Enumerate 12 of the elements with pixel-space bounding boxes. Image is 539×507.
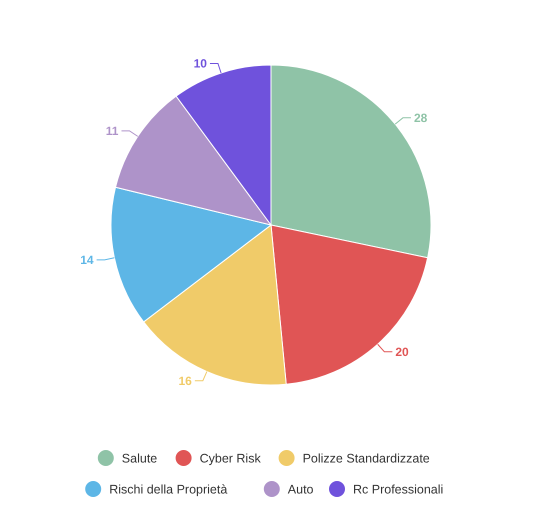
data-label: 11 (106, 124, 119, 138)
data-label: 20 (395, 344, 410, 359)
legend-label: Cyber Risk (200, 451, 262, 466)
legend-label: Polizze Standardizzate (302, 451, 430, 466)
data-label: 16 (178, 374, 192, 388)
legend-label: Salute (122, 451, 158, 466)
data-label: 28 (414, 111, 428, 126)
legend-label: Rischi della Proprietà (109, 482, 228, 496)
data-label: 14 (80, 253, 94, 268)
data-label: 10 (194, 56, 208, 71)
legend-label: Auto (288, 482, 314, 496)
legend-label: Rc Professionali (353, 482, 444, 496)
